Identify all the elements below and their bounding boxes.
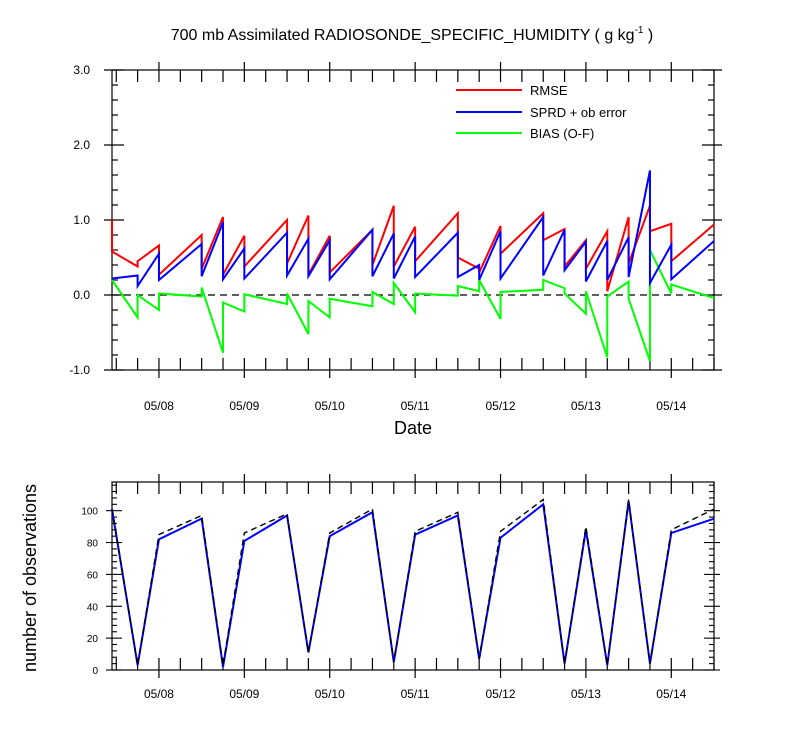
top-y-tick-label: 3.0 bbox=[73, 63, 90, 77]
bottom-y-tick-label: 20 bbox=[87, 634, 99, 645]
bottom-series-group bbox=[111, 498, 715, 667]
series-bias-o-f-line bbox=[111, 249, 715, 362]
top-x-tick-label: 05/10 bbox=[315, 399, 345, 413]
bottom-y-tick-label: 60 bbox=[87, 570, 99, 581]
bottom-y-tick-label: 80 bbox=[87, 539, 99, 550]
bottom-y-tick-label: 40 bbox=[87, 602, 99, 613]
top-x-tick-label: 05/08 bbox=[144, 399, 174, 413]
series-assimilated-observations-line bbox=[111, 500, 715, 667]
top-y-tick-label: 0.0 bbox=[73, 288, 90, 302]
legend-bias-label: BIAS (O-F) bbox=[530, 126, 594, 141]
top-x-tick-label: 05/13 bbox=[571, 399, 601, 413]
bottom-x-tick-label: 05/09 bbox=[229, 687, 259, 701]
series-possible-observations-line bbox=[111, 498, 715, 666]
y-axis-title-observations: number of observations bbox=[20, 484, 40, 672]
bottom-x-tick-label: 05/12 bbox=[486, 687, 516, 701]
top-x-tick-label: 05/12 bbox=[486, 399, 516, 413]
bottom-x-ticks: 05/08 05/09 05/10 05/11 05/12 05/13 05/14 bbox=[115, 474, 715, 701]
top-series-group bbox=[111, 170, 715, 362]
bottom-y-ticks: 0 20 40 60 80 100 bbox=[81, 484, 720, 677]
chart-title-main: 700 mb Assimilated RADIOSONDE_SPECIFIC_H… bbox=[171, 27, 635, 44]
chart-title: 700 mb Assimilated RADIOSONDE_SPECIFIC_H… bbox=[171, 25, 654, 44]
bottom-x-tick-label: 05/14 bbox=[656, 687, 686, 701]
bottom-y-tick-label: 100 bbox=[81, 507, 98, 518]
bottom-x-tick-label: 05/13 bbox=[571, 687, 601, 701]
top-x-tick-label: 05/09 bbox=[229, 399, 259, 413]
bottom-y-tick-label: 0 bbox=[92, 666, 98, 677]
chart-title-superscript: -1 bbox=[635, 25, 644, 36]
top-y-tick-label: 2.0 bbox=[73, 138, 90, 152]
legend-rmse-label: RMSE bbox=[530, 83, 568, 98]
top-x-tick-label: 05/14 bbox=[656, 399, 686, 413]
top-panel: 05/08 05/09 05/10 05/11 05/12 05/13 05/14 -1.0… bbox=[69, 62, 722, 438]
top-x-ticks: 05/08 05/09 05/10 05/11 05/12 05/13 05/14 bbox=[115, 62, 715, 413]
x-axis-title: Date bbox=[394, 418, 432, 438]
bottom-x-tick-label: 05/10 bbox=[315, 687, 345, 701]
top-y-tick-label: -1.0 bbox=[69, 363, 90, 377]
chart-title-end: ) bbox=[643, 27, 653, 44]
bottom-plot-frame bbox=[111, 481, 715, 671]
bottom-panel: 05/08 05/09 05/10 05/11 05/12 05/13 05/14 0 20 4… bbox=[20, 474, 720, 701]
legend: RMSE SPRD + ob error BIAS (O-F) bbox=[456, 83, 627, 141]
bottom-x-tick-label: 05/11 bbox=[401, 687, 430, 701]
series-sprd-ob-error-line bbox=[111, 170, 715, 290]
legend-sprd-label: SPRD + ob error bbox=[530, 105, 627, 120]
top-y-tick-label: 1.0 bbox=[73, 213, 90, 227]
bottom-x-tick-label: 05/08 bbox=[144, 687, 174, 701]
top-x-tick-label: 05/11 bbox=[401, 399, 430, 413]
